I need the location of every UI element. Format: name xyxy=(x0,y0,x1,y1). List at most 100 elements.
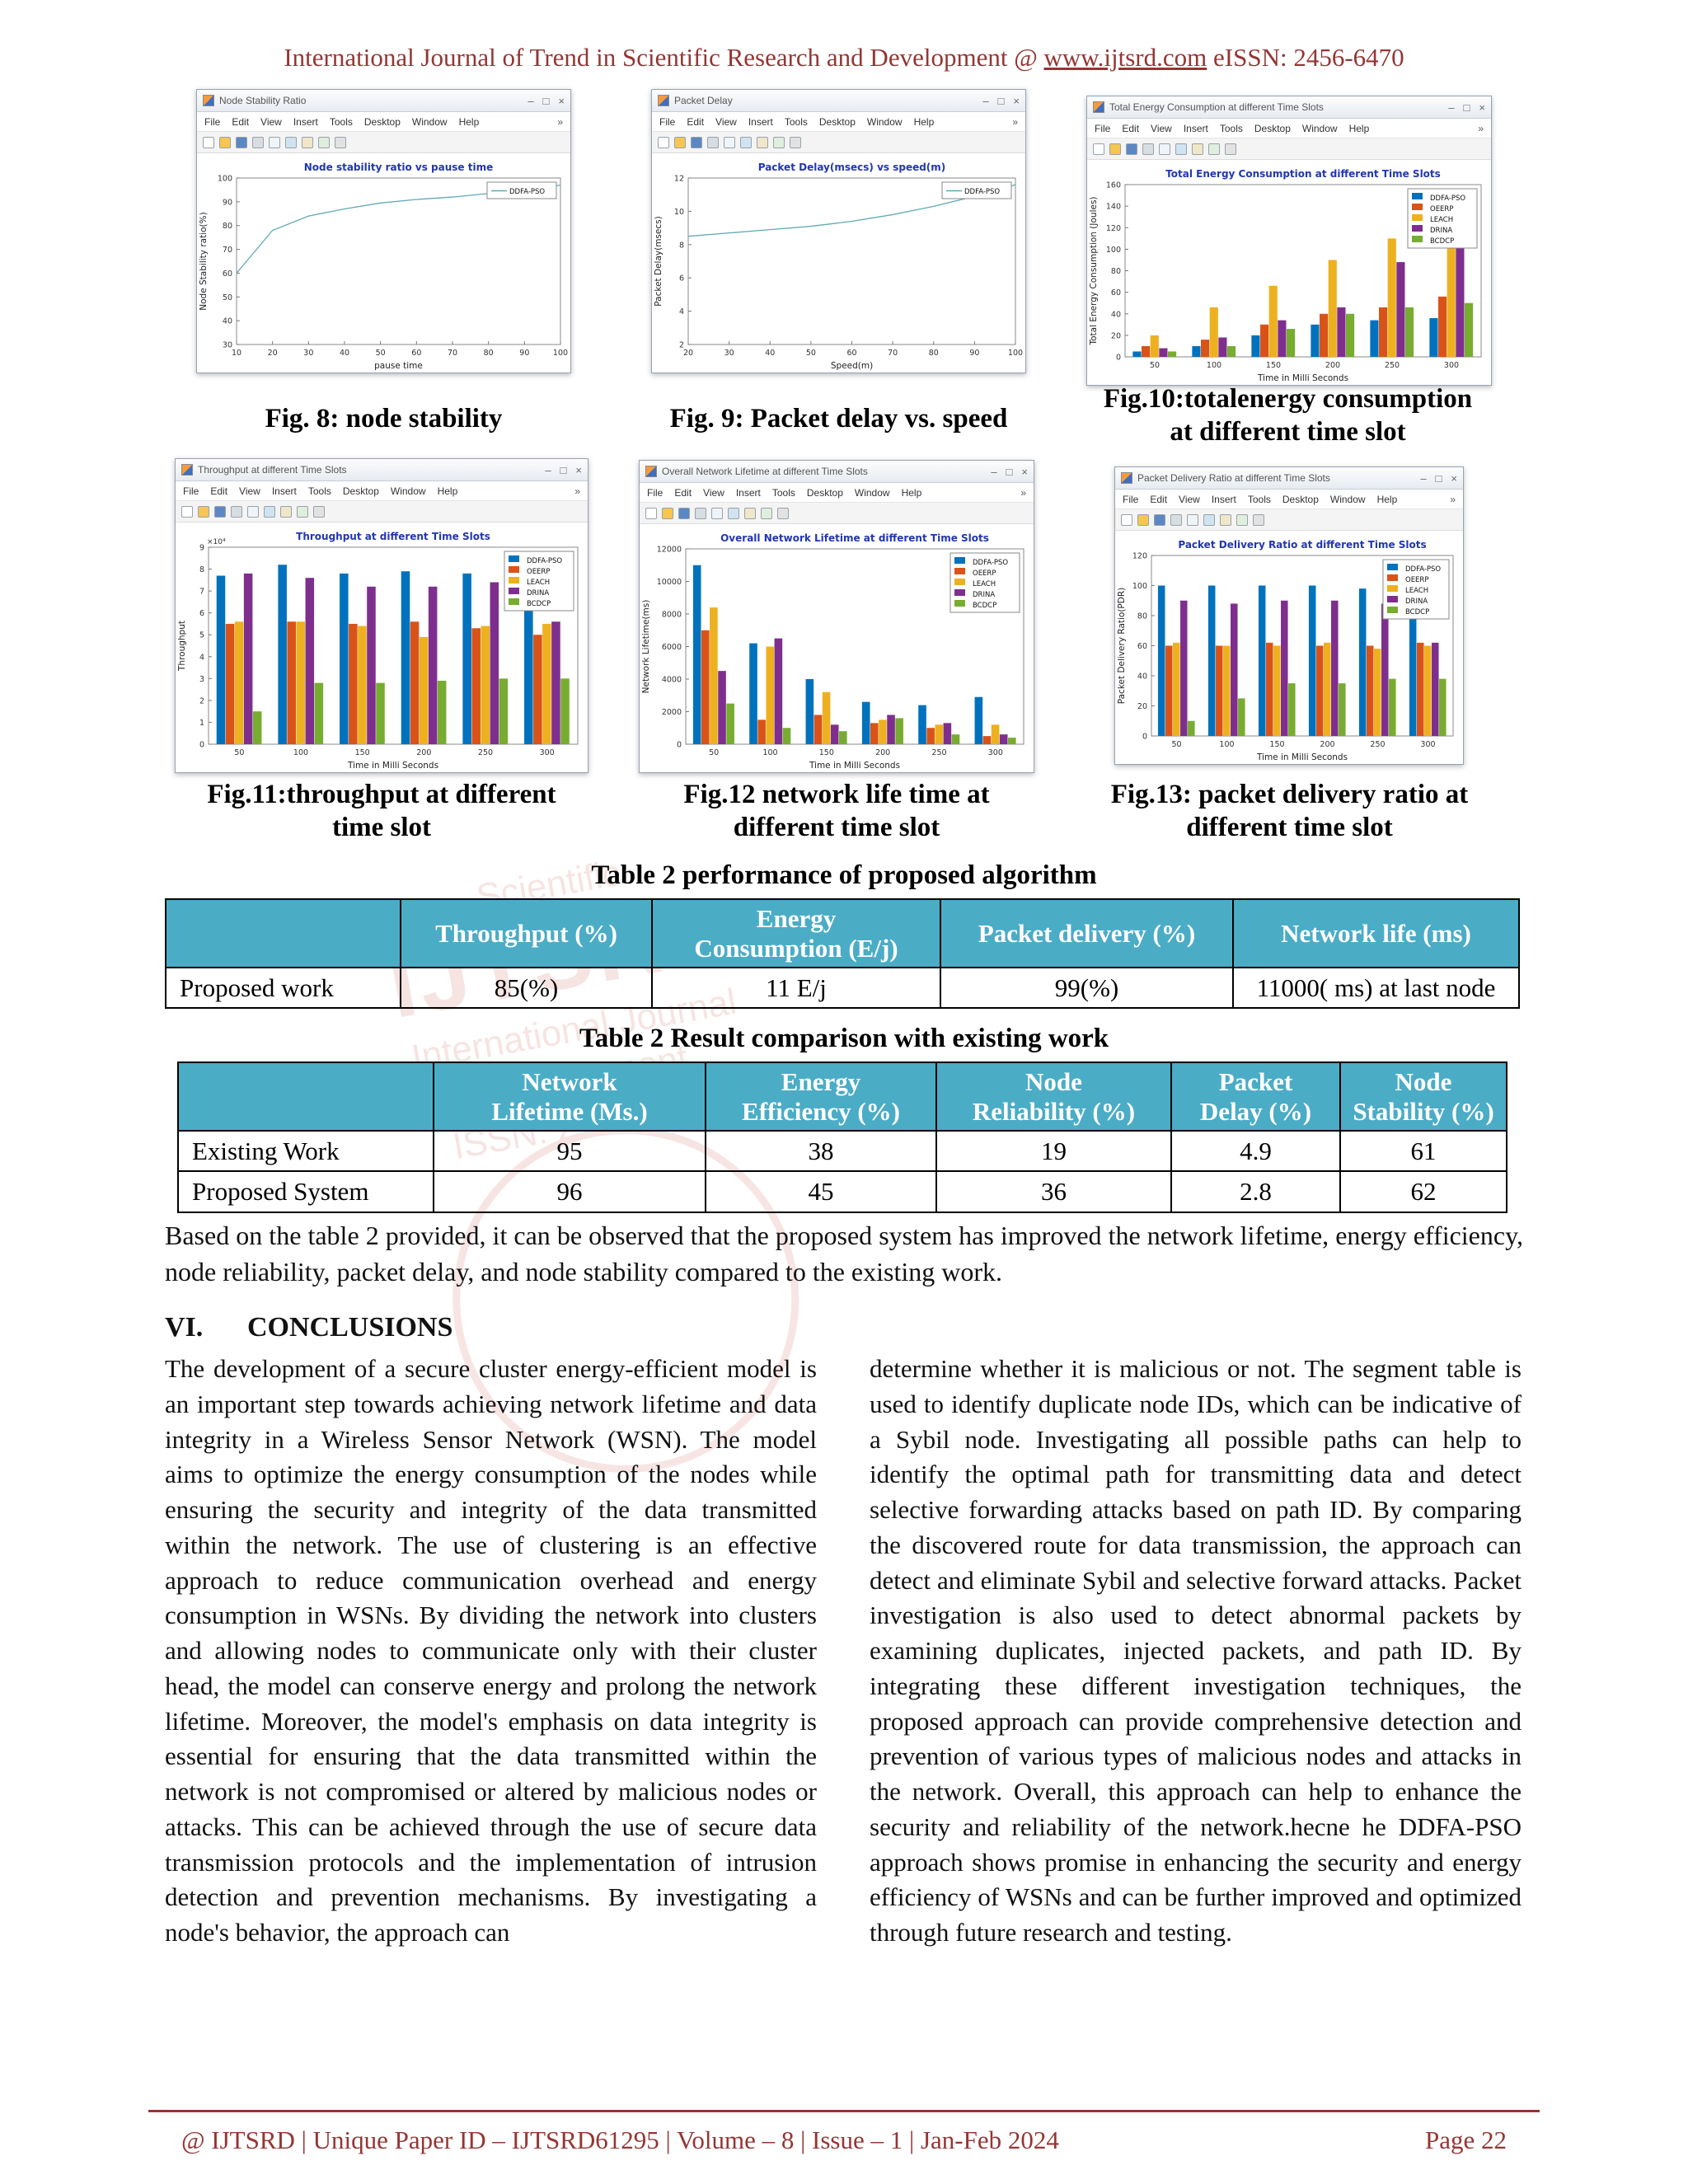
new-file-icon[interactable] xyxy=(1093,143,1104,155)
close-button[interactable]: × xyxy=(558,94,565,107)
save-icon[interactable] xyxy=(1126,143,1137,155)
open-folder-icon[interactable] xyxy=(1109,143,1121,155)
print-icon[interactable] xyxy=(707,136,719,148)
minimize-button[interactable]: – xyxy=(545,463,551,476)
maximize-button[interactable]: □ xyxy=(1435,471,1442,485)
menu-desktop[interactable]: Desktop xyxy=(1254,122,1291,134)
minimize-button[interactable]: – xyxy=(1420,471,1427,485)
grid-icon[interactable] xyxy=(777,507,789,519)
journal-website-link[interactable]: www.ijtsrd.com xyxy=(1043,43,1207,72)
legend-icon[interactable] xyxy=(1236,513,1248,526)
save-icon[interactable] xyxy=(1154,513,1165,526)
window-titlebar[interactable]: Overall Network Lifetime at different Ti… xyxy=(640,461,1034,483)
print-icon[interactable] xyxy=(1170,513,1182,526)
grid-icon[interactable] xyxy=(790,136,801,148)
menu-view[interactable]: View xyxy=(715,115,737,128)
menu-desktop[interactable]: Desktop xyxy=(342,485,379,497)
zoom-icon[interactable] xyxy=(1220,513,1231,526)
menu-file[interactable]: File xyxy=(204,115,221,128)
menu-overflow-chevron[interactable]: » xyxy=(1020,486,1026,499)
legend-icon[interactable] xyxy=(318,136,330,148)
menu-file[interactable]: File xyxy=(183,485,199,497)
datatip-icon[interactable] xyxy=(724,136,735,148)
print-icon[interactable] xyxy=(231,505,242,518)
zoom-icon[interactable] xyxy=(280,505,292,518)
zoom-icon[interactable] xyxy=(744,507,756,519)
minimize-button[interactable]: – xyxy=(991,465,997,478)
datatip-icon[interactable] xyxy=(1159,143,1170,155)
pan-icon[interactable] xyxy=(264,505,275,518)
zoom-icon[interactable] xyxy=(1192,143,1203,155)
menu-window[interactable]: Window xyxy=(411,115,448,128)
menu-edit[interactable]: Edit xyxy=(210,485,228,497)
maximize-button[interactable]: □ xyxy=(542,94,550,107)
grid-icon[interactable] xyxy=(335,136,346,148)
menu-edit[interactable]: Edit xyxy=(687,115,705,128)
menu-tools[interactable]: Tools xyxy=(1219,122,1243,134)
print-icon[interactable] xyxy=(1142,143,1154,155)
menu-view[interactable]: View xyxy=(260,115,282,128)
close-button[interactable]: × xyxy=(1451,471,1457,485)
menu-insert[interactable]: Insert xyxy=(1183,122,1208,134)
pan-icon[interactable] xyxy=(285,136,297,148)
new-file-icon[interactable] xyxy=(181,505,193,518)
menu-help[interactable]: Help xyxy=(913,115,935,128)
menu-file[interactable]: File xyxy=(1123,493,1139,505)
menu-file[interactable]: File xyxy=(647,486,663,499)
datatip-icon[interactable] xyxy=(1187,513,1198,526)
maximize-button[interactable]: □ xyxy=(560,463,567,476)
menu-help[interactable]: Help xyxy=(437,485,458,497)
window-titlebar[interactable]: Total Energy Consumption at different Ti… xyxy=(1087,96,1491,119)
menu-insert[interactable]: Insert xyxy=(293,115,318,128)
pan-icon[interactable] xyxy=(740,136,752,148)
datatip-icon[interactable] xyxy=(269,136,280,148)
menu-desktop[interactable]: Desktop xyxy=(818,115,856,128)
menu-desktop[interactable]: Desktop xyxy=(1282,493,1319,505)
legend-icon[interactable] xyxy=(1208,143,1220,155)
close-button[interactable]: × xyxy=(1013,94,1020,107)
menu-edit[interactable]: Edit xyxy=(1150,493,1168,505)
open-folder-icon[interactable] xyxy=(198,505,209,518)
save-icon[interactable] xyxy=(214,505,226,518)
new-file-icon[interactable] xyxy=(658,136,669,148)
maximize-button[interactable]: □ xyxy=(1463,101,1470,114)
menu-tools[interactable]: Tools xyxy=(771,486,795,499)
pan-icon[interactable] xyxy=(1203,513,1215,526)
close-button[interactable]: × xyxy=(575,463,582,476)
window-titlebar[interactable]: Packet Delay – □ × xyxy=(652,90,1025,112)
menu-file[interactable]: File xyxy=(1095,122,1111,134)
menu-edit[interactable]: Edit xyxy=(232,115,250,128)
grid-icon[interactable] xyxy=(313,505,325,518)
window-titlebar[interactable]: Packet Delivery Ratio at different Time … xyxy=(1115,467,1463,490)
menu-overflow-chevron[interactable]: » xyxy=(574,485,580,497)
maximize-button[interactable]: □ xyxy=(997,94,1005,107)
menu-desktop[interactable]: Desktop xyxy=(363,115,401,128)
open-folder-icon[interactable] xyxy=(674,136,686,148)
menu-window[interactable]: Window xyxy=(390,485,426,497)
menu-view[interactable]: View xyxy=(239,485,260,497)
grid-icon[interactable] xyxy=(1225,143,1236,155)
minimize-button[interactable]: – xyxy=(982,94,989,107)
open-folder-icon[interactable] xyxy=(219,136,231,148)
new-file-icon[interactable] xyxy=(1121,513,1132,526)
datatip-icon[interactable] xyxy=(247,505,259,518)
menu-insert[interactable]: Insert xyxy=(1211,493,1236,505)
pan-icon[interactable] xyxy=(1175,143,1187,155)
menu-view[interactable]: View xyxy=(703,486,724,499)
menu-edit[interactable]: Edit xyxy=(674,486,692,499)
new-file-icon[interactable] xyxy=(645,507,657,519)
menu-edit[interactable]: Edit xyxy=(1122,122,1140,134)
legend-icon[interactable] xyxy=(761,507,772,519)
menu-help[interactable]: Help xyxy=(901,486,922,499)
minimize-button[interactable]: – xyxy=(528,94,534,107)
menu-window[interactable]: Window xyxy=(1301,122,1338,134)
menu-view[interactable]: View xyxy=(1179,493,1200,505)
window-titlebar[interactable]: Node Stability Ratio – □ × xyxy=(197,90,570,112)
legend-icon[interactable] xyxy=(773,136,785,148)
zoom-icon[interactable] xyxy=(757,136,768,148)
menu-window[interactable]: Window xyxy=(1329,493,1366,505)
grid-icon[interactable] xyxy=(1253,513,1264,526)
menu-tools[interactable]: Tools xyxy=(329,115,353,128)
menu-overflow-chevron[interactable]: » xyxy=(1012,115,1018,128)
open-folder-icon[interactable] xyxy=(1137,513,1149,526)
